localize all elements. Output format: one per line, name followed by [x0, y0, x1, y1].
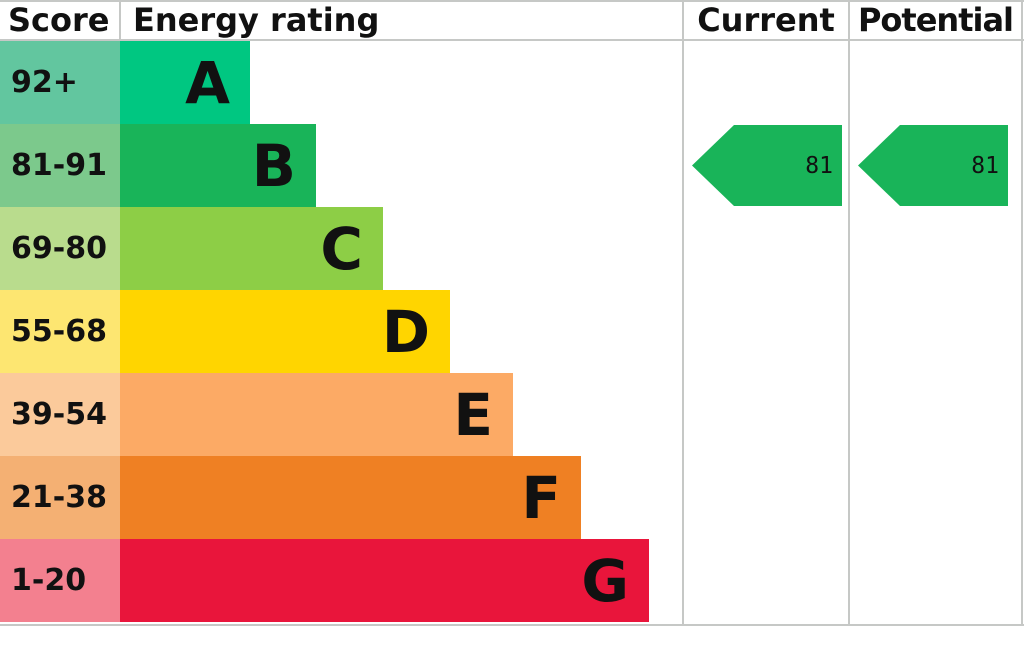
band-row-e: 39-54 E: [0, 373, 682, 456]
band-row-f: 21-38 F: [0, 456, 682, 539]
score-range-c: 69-80: [0, 207, 120, 290]
header-energy-rating: Energy rating: [133, 0, 380, 39]
table-top-border: [0, 0, 1024, 2]
header-potential: Potential: [857, 0, 1014, 39]
table-bottom-border: [0, 624, 1024, 626]
band-bar-f: F: [120, 456, 581, 539]
band-row-a: 92+ A: [0, 41, 682, 124]
current-rating-arrow: 81: [692, 125, 842, 206]
header-divider: [0, 39, 1024, 41]
band-row-b: 81-91 B: [0, 124, 682, 207]
table-right-border: [1021, 0, 1023, 626]
band-bar-b: B: [120, 124, 316, 207]
potential-rating-arrow: 81: [858, 125, 1008, 206]
band-rows: 92+ A 81-91 B 69-80 C 55-68 D 39-54 E 21…: [0, 41, 682, 622]
band-row-d: 55-68 D: [0, 290, 682, 373]
score-range-e: 39-54: [0, 373, 120, 456]
band-bar-c: C: [120, 207, 383, 290]
score-range-d: 55-68: [0, 290, 120, 373]
band-bar-e: E: [120, 373, 513, 456]
current-rating-value: 81: [805, 152, 833, 179]
score-range-g: 1-20: [0, 539, 120, 622]
potential-rating-value: 81: [971, 152, 999, 179]
band-bar-d: D: [120, 290, 450, 373]
potential-column-divider: [848, 0, 850, 626]
current-column-divider: [682, 0, 684, 626]
header-score: Score: [8, 0, 110, 39]
band-row-c: 69-80 C: [0, 207, 682, 290]
score-range-a: 92+: [0, 41, 120, 124]
band-bar-g: G: [120, 539, 649, 622]
score-range-b: 81-91: [0, 124, 120, 207]
score-column-divider: [119, 0, 121, 39]
score-range-f: 21-38: [0, 456, 120, 539]
header-current: Current: [697, 0, 835, 39]
band-row-g: 1-20 G: [0, 539, 682, 622]
band-bar-a: A: [120, 41, 250, 124]
